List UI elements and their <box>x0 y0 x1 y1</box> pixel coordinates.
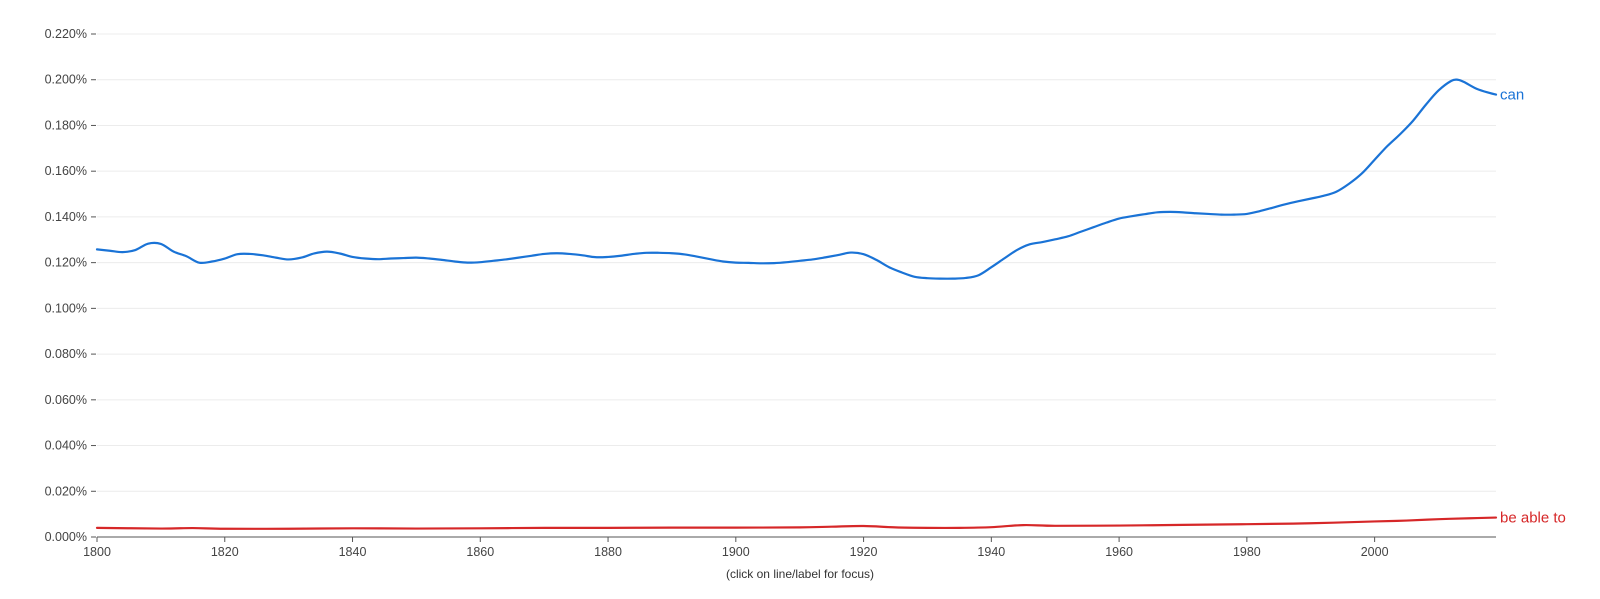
x-tick-label: 1940 <box>977 545 1005 559</box>
y-tick-label: 0.020% <box>45 484 87 498</box>
series-line-be-able-to[interactable] <box>95 516 1498 530</box>
y-tick-label: 0.120% <box>45 256 87 270</box>
x-tick-label: 1880 <box>594 545 622 559</box>
x-tick-label: 1800 <box>83 545 111 559</box>
x-axis: 1800 1820 1840 1860 1880 1900 1920 1940 1960 1980… <box>83 536 1496 559</box>
x-tick-label: 1980 <box>1233 545 1261 559</box>
x-tick-label: 1920 <box>850 545 878 559</box>
y-axis: 0.000% 0.020% 0.040% 0.060% 0.080% 0.100% 0.12… <box>45 27 96 544</box>
y-tick-label: 0.220% <box>45 27 87 41</box>
gridlines <box>97 33 1496 492</box>
y-tick-label: 0.080% <box>45 347 87 361</box>
x-tick-label: 2000 <box>1361 545 1389 559</box>
y-tick-label: 0.200% <box>45 73 87 87</box>
y-tick-label: 0.040% <box>45 439 87 453</box>
focus-hint: (click on line/label for focus) <box>725 567 875 581</box>
x-tick-label: 1900 <box>722 545 750 559</box>
y-tick-label: 0.060% <box>45 393 87 407</box>
y-tick-label: 0.140% <box>45 210 87 224</box>
x-tick-label: 1960 <box>1105 545 1133 559</box>
y-tick-label: 0.000% <box>45 530 87 544</box>
series-label-be-able-to[interactable]: be able to <box>1500 510 1566 527</box>
y-tick-label: 0.100% <box>45 301 87 315</box>
x-tick-label: 1840 <box>339 545 367 559</box>
x-tick-label: 1860 <box>466 545 494 559</box>
series-label-can[interactable]: can <box>1500 87 1524 104</box>
x-tick-label: 1820 <box>211 545 239 559</box>
y-tick-label: 0.160% <box>45 164 87 178</box>
y-tick-label: 0.180% <box>45 118 87 132</box>
ngram-chart: 0.000% 0.020% 0.040% 0.060% 0.080% 0.100% 0.12… <box>45 27 1566 559</box>
series-lines[interactable] <box>95 78 1498 530</box>
series-labels[interactable]: can be able to <box>1500 87 1566 527</box>
series-line-can[interactable] <box>95 78 1498 280</box>
